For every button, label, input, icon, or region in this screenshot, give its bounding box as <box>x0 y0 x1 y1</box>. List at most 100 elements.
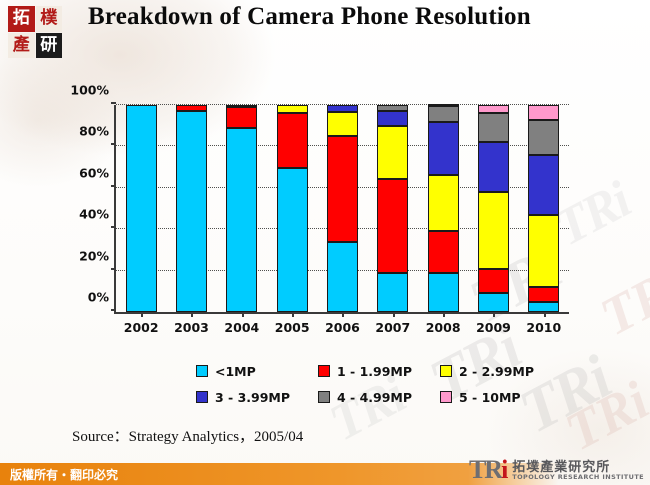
y-tick-label: 100% <box>70 82 109 98</box>
x-tick-mark <box>543 312 546 317</box>
bar-group-2009[interactable]: 2009 <box>468 105 518 335</box>
x-tick-label: 2009 <box>476 320 511 335</box>
bar-stack[interactable] <box>528 105 560 312</box>
bar-stack[interactable] <box>276 105 308 312</box>
x-tick-mark <box>191 312 194 317</box>
bar-stack[interactable] <box>377 105 409 312</box>
footer-brand: TRi 拓墣產業研究所 TOPOLOGY RESEARCH INSTITUTE <box>468 454 644 484</box>
legend-item[interactable]: 5 - 10MP <box>440 384 546 410</box>
bar-group-2008[interactable]: 2008 <box>418 104 468 335</box>
legend-item[interactable]: 2 - 2.99MP <box>440 358 546 384</box>
bar-segment[interactable] <box>528 105 560 120</box>
legend-label: <1MP <box>215 363 256 379</box>
bar-group-2005[interactable]: 2005 <box>267 105 317 335</box>
chart-legend: <1MP 1 - 1.99MP 2 - 2.99MP 3 - 3.99MP 4 - 4.… <box>196 358 546 410</box>
x-tick-label: 2005 <box>274 320 310 335</box>
tri-wordmark: TRi <box>468 454 508 484</box>
x-tick-mark <box>392 312 395 317</box>
bar-segment[interactable] <box>326 136 359 242</box>
bar-segment[interactable] <box>226 127 258 312</box>
x-tick-label: 2003 <box>174 320 209 335</box>
bar-segment[interactable] <box>477 105 510 114</box>
bar-segment[interactable] <box>477 293 510 312</box>
logo-char-1: 拓 <box>8 6 35 32</box>
bar-segment[interactable] <box>377 111 409 126</box>
bar-segment[interactable] <box>377 125 409 179</box>
bar-segment[interactable] <box>528 154 560 215</box>
bar-segment[interactable] <box>226 105 258 108</box>
bar-segment[interactable] <box>326 241 359 312</box>
bar-segment[interactable] <box>477 268 510 294</box>
bar-stack[interactable] <box>477 105 510 312</box>
bar-segment[interactable] <box>175 111 208 312</box>
bar-segment[interactable] <box>477 113 510 143</box>
tri-brand-text: 拓墣產業研究所 TOPOLOGY RESEARCH INSTITUTE <box>512 459 644 481</box>
bar-stack[interactable] <box>226 105 258 312</box>
bar-group-2007[interactable]: 2007 <box>368 105 418 335</box>
watermark-tri: TRi <box>590 254 650 348</box>
bar-segment[interactable] <box>528 214 560 288</box>
bar-group-2010[interactable]: 2010 <box>519 105 569 335</box>
bar-segment[interactable] <box>528 119 560 155</box>
bar-segment[interactable] <box>427 175 459 232</box>
bar-stack[interactable] <box>326 105 359 312</box>
bar-segment[interactable] <box>226 107 258 128</box>
bar-segment[interactable] <box>528 287 560 302</box>
x-tick-mark <box>493 312 496 317</box>
legend-item[interactable]: <1MP <box>196 358 318 384</box>
bar-group-2006[interactable]: 2006 <box>317 105 367 335</box>
legend-swatch-icon <box>196 365 208 377</box>
x-tick-label: 2010 <box>526 320 562 335</box>
bar-segment[interactable] <box>528 301 560 312</box>
bar-segment[interactable] <box>427 231 459 273</box>
tri-logo: 拓 樸 產 研 <box>8 6 62 58</box>
bar-segment[interactable] <box>276 168 308 312</box>
bar-segment[interactable] <box>276 113 308 169</box>
bar-segment[interactable] <box>427 104 459 107</box>
y-tick-label: 40% <box>79 206 109 222</box>
bar-segment[interactable] <box>477 142 510 192</box>
footer-copyright: 版權所有・翻印必究 <box>10 468 119 482</box>
bar-stack[interactable] <box>427 104 459 312</box>
stacked-bar-chart: 0% 20% 40% 60% 80% 100% 2002 2003 2004 2005 2006 2… <box>66 83 578 344</box>
x-tick-mark <box>292 312 295 317</box>
x-tick-label: 2007 <box>375 320 411 335</box>
bar-segment[interactable] <box>427 106 459 122</box>
y-tick-label: 80% <box>79 123 109 139</box>
logo-char-2: 樸 <box>35 6 62 32</box>
x-tick-label: 2002 <box>123 320 159 335</box>
legend-label: 2 - 2.99MP <box>459 363 535 379</box>
legend-swatch-icon <box>196 391 208 403</box>
bar-segment[interactable] <box>377 178 409 273</box>
legend-label: 3 - 3.99MP <box>215 389 291 405</box>
bar-stack[interactable] <box>125 105 157 312</box>
bar-segment[interactable] <box>326 105 359 113</box>
y-tick-label: 0% <box>87 289 109 305</box>
tri-brand-cn: 拓墣產業研究所 <box>512 459 611 475</box>
bar-segment[interactable] <box>377 272 409 312</box>
bar-segment[interactable] <box>175 105 208 112</box>
page-title: Breakdown of Camera Phone Resolution <box>88 3 531 30</box>
logo-char-3: 產 <box>8 32 35 58</box>
watermark-tri: TRi <box>555 369 650 463</box>
bar-group-2003[interactable]: 2003 <box>166 105 216 335</box>
bar-group-2004[interactable]: 2004 <box>217 105 267 335</box>
legend-item[interactable]: 1 - 1.99MP <box>318 358 440 384</box>
bar-segment[interactable] <box>377 105 409 112</box>
x-tick-mark <box>141 312 144 317</box>
bar-segment[interactable] <box>326 112 359 137</box>
bar-stack[interactable] <box>175 105 208 312</box>
y-tick-label: 20% <box>79 248 109 264</box>
bar-segment[interactable] <box>427 121 459 176</box>
bar-segment[interactable] <box>477 191 510 269</box>
bars-layer: 2002 2003 2004 2005 2006 2007 2008 2009 2010 <box>116 104 569 335</box>
bar-segment[interactable] <box>427 272 459 312</box>
bar-segment[interactable] <box>276 105 308 114</box>
y-tick-label: 60% <box>79 165 109 181</box>
legend-label: 5 - 10MP <box>459 389 521 405</box>
legend-item[interactable]: 4 - 4.99MP <box>318 384 440 410</box>
bar-group-2002[interactable]: 2002 <box>116 105 166 335</box>
legend-item[interactable]: 3 - 3.99MP <box>196 384 318 410</box>
x-tick-mark <box>241 312 244 317</box>
bar-segment[interactable] <box>125 105 157 312</box>
